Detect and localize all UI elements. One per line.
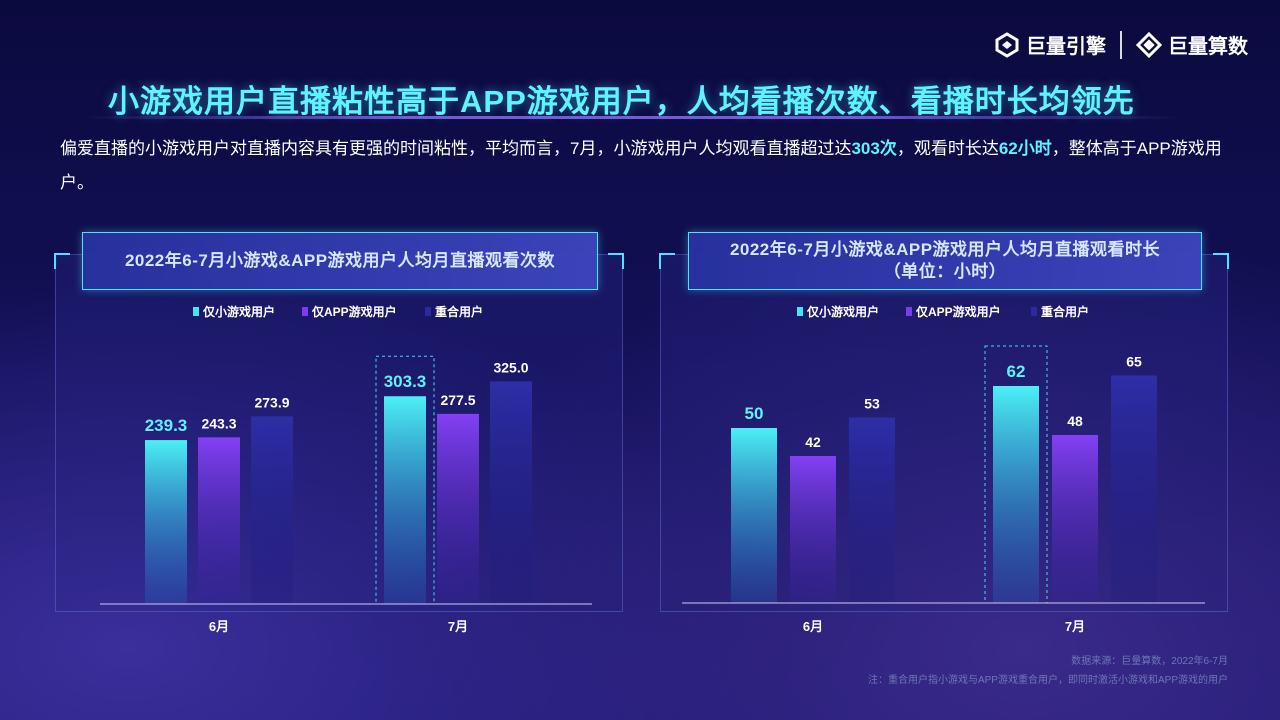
logo2-text: 巨量算数 — [1168, 36, 1248, 58]
description-highlight-hours: 62小时 — [998, 139, 1052, 158]
legend-swatch-0-0 — [193, 307, 199, 316]
data-label-1-1-0: 62 — [1007, 362, 1026, 381]
legend-label-0-2: 重合用户 — [435, 304, 483, 319]
logo1-text: 巨量引擎 — [1026, 36, 1106, 58]
data-label-1-1-2: 65 — [1126, 354, 1142, 370]
bar-1-1-1 — [1052, 435, 1098, 603]
legend-label-1-2: 重合用户 — [1041, 304, 1089, 319]
data-label-0-1-2: 325.0 — [493, 359, 528, 375]
bar-1-0-0 — [731, 428, 777, 603]
bar-1-1-2 — [1111, 375, 1157, 603]
source-notes: 数据来源：巨量算数，2022年6-7月 注：重合用户指小游戏与APP游戏重合用户… — [868, 652, 1228, 690]
brand-logos: 巨量引擎 巨量算数 — [994, 30, 1248, 59]
legend-label-1-0: 仅小游戏用户 — [806, 304, 879, 319]
legend-swatch-1-1 — [906, 307, 912, 316]
legend-swatch-1-2 — [1031, 307, 1037, 316]
chart-duration-title-text: 2022年6-7月小游戏&APP游戏用户人均月直播观看时长 — [729, 240, 1161, 259]
category-label-0-1: 7月 — [448, 619, 468, 634]
data-label-1-0-2: 53 — [864, 396, 880, 412]
data-label-0-0-1: 243.3 — [201, 415, 236, 431]
juliang-suanshu-logo: 巨量算数 — [1136, 30, 1248, 59]
description-highlight-count: 303次 — [851, 139, 897, 158]
data-label-0-1-1: 277.5 — [440, 392, 475, 408]
description-part2: ，观看时长达 — [896, 139, 999, 158]
legend-swatch-1-0 — [797, 307, 803, 316]
data-label-1-1-1: 48 — [1067, 413, 1083, 429]
data-label-1-0-0: 50 — [745, 404, 764, 423]
bar-1-1-0 — [993, 386, 1039, 603]
legend-label-0-1: 仅APP游戏用户 — [311, 304, 397, 319]
bar-1-0-1 — [790, 456, 836, 603]
suanshu-logo-icon — [1136, 31, 1162, 58]
title-underline — [80, 116, 1180, 119]
data-label-0-0-2: 273.9 — [254, 394, 289, 410]
data-label-0-0-0: 239.3 — [145, 416, 188, 435]
engine-logo-icon — [995, 31, 1019, 58]
juliang-engine-logo: 巨量引擎 — [994, 30, 1106, 59]
bar-0-0-1 — [198, 437, 240, 604]
category-label-1-1: 7月 — [1065, 619, 1085, 634]
description: 偏爱直播的小游戏用户对直播内容具有更强的时间粘性，平均而言，7月，小游戏用户人均… — [60, 132, 1230, 200]
highlight-box-0 — [375, 355, 435, 605]
source-line: 数据来源：巨量算数，2022年6-7月 — [1071, 656, 1228, 667]
logo-divider — [1120, 30, 1122, 59]
description-part1: 偏爱直播的小游戏用户对直播内容具有更强的时间粘性，平均而言，7月，小游戏用户人均… — [60, 139, 852, 158]
legend-label-0-0: 仅小游戏用户 — [202, 304, 275, 319]
chart-title-views: 2022年6-7月小游戏&APP游戏用户人均月直播观看次数 — [82, 232, 598, 290]
description-part3: ，整体高于APP游戏用户。 — [60, 139, 1222, 192]
bar-0-1-0 — [384, 396, 426, 604]
bar-0-1-1 — [437, 413, 479, 604]
bar-0-1-2 — [490, 381, 532, 604]
data-label-1-0-1: 42 — [805, 434, 821, 450]
category-label-0-0: 6月 — [209, 619, 229, 634]
chart-duration-subtitle-text: （单位：小时） — [883, 262, 1007, 281]
bar-0-0-0 — [145, 440, 187, 604]
chart-views-title-text: 2022年6-7月小游戏&APP游戏用户人均月直播观看次数 — [124, 251, 556, 270]
bar-0-0-2 — [251, 416, 293, 604]
legend-label-1-1: 仅APP游戏用户 — [915, 304, 1001, 319]
note-line: 注：重合用户指小游戏与APP游戏重合用户，即同时激活小游戏和APP游戏的用户 — [867, 675, 1228, 686]
chart-title-duration: 2022年6-7月小游戏&APP游戏用户人均月直播观看时长 （单位：小时） — [688, 232, 1202, 290]
bar-1-0-2 — [849, 417, 895, 603]
legend-swatch-0-1 — [302, 307, 308, 316]
data-label-0-1-0: 303.3 — [384, 372, 427, 391]
page-title: 小游戏用户直播粘性高于APP游戏用户，人均看播次数、看播时长均领先 — [108, 84, 1135, 119]
legend-swatch-0-2 — [425, 307, 431, 316]
category-label-1-0: 6月 — [803, 619, 823, 634]
